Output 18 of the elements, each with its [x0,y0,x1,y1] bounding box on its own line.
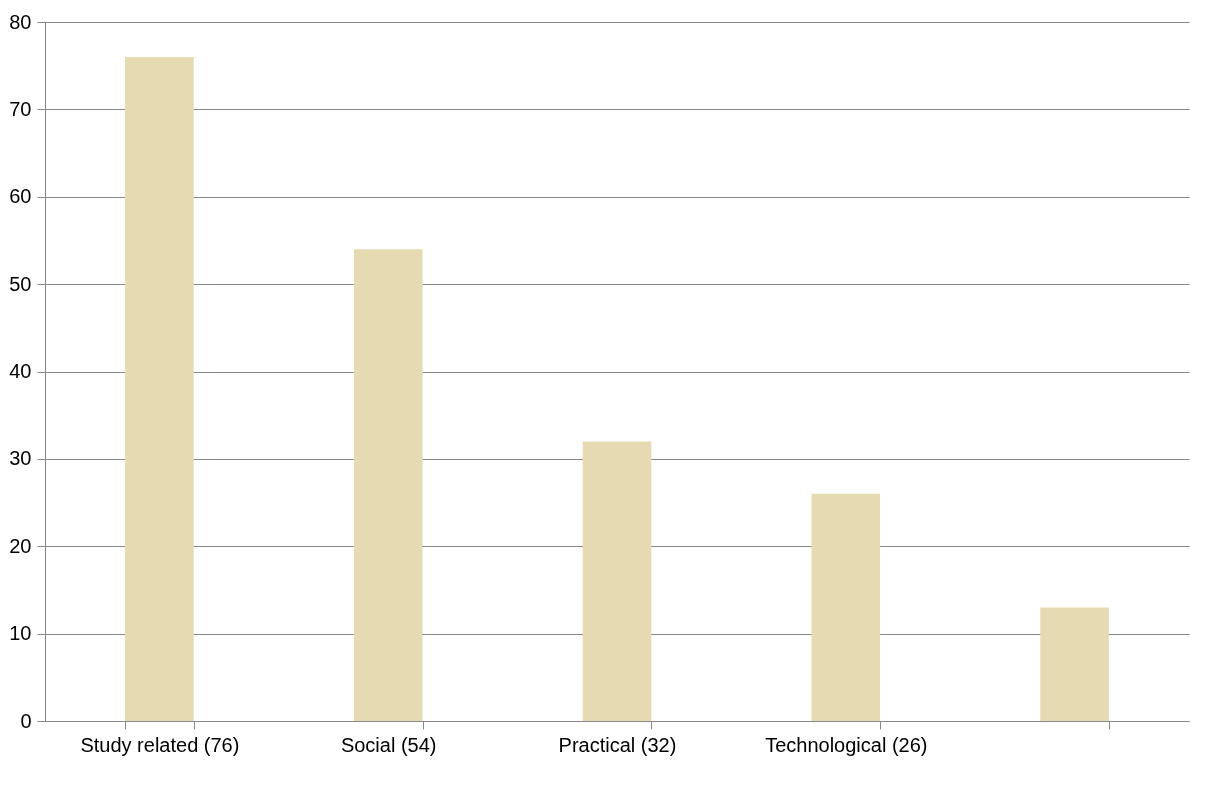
x-tick-label: Social (54) [340,733,437,756]
x-tick-label: Practical (32) [558,733,677,756]
x-tick-label: Technological (26) [765,733,928,756]
y-tick-label: 70 [9,97,32,120]
y-tick-label: 0 [20,709,32,732]
y-tick-label: 60 [9,185,32,208]
y-tick-label: 50 [9,272,32,295]
bar [353,249,423,721]
bar [125,56,194,721]
y-tick-label: 20 [9,534,32,557]
y-tick-label: 10 [9,622,32,645]
x-tick-label: Study related (76) [80,733,240,756]
y-tick-label: 80 [9,10,32,33]
y-tick-label: 40 [9,360,32,382]
bar [811,493,881,721]
y-tick-label: 30 [9,447,32,470]
bar [582,441,652,721]
bar [1040,607,1109,721]
